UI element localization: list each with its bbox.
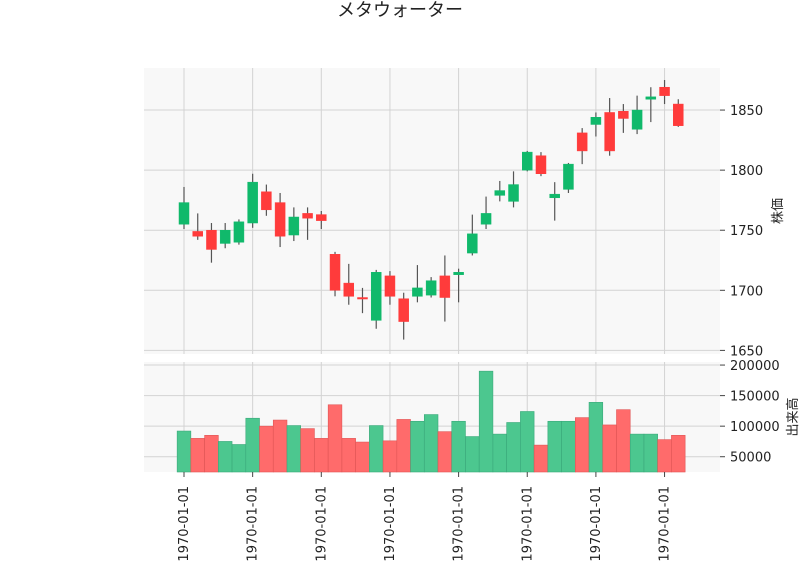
candle-body — [508, 184, 519, 202]
volume-bar — [314, 438, 329, 473]
volume-bar — [616, 409, 631, 473]
candle-body — [604, 112, 615, 152]
x-tick-label: 1970-01-01 — [658, 486, 673, 562]
candle-body — [247, 181, 258, 224]
candlesticks — [178, 80, 684, 340]
volume-tick-label: 100000 — [730, 420, 780, 435]
candle-body — [439, 275, 451, 298]
volume-bar — [520, 411, 535, 473]
candle-body — [494, 190, 506, 196]
volume-bar — [629, 433, 645, 473]
volume-bar — [382, 440, 398, 473]
price-axis-label: 株価 — [771, 198, 786, 224]
candle-body — [412, 287, 423, 297]
x-tick-label: 1970-01-01 — [452, 486, 467, 562]
candle-body — [357, 297, 368, 300]
chart-title: メタウォーター — [337, 0, 463, 21]
candle-body — [659, 86, 670, 96]
candle-body — [343, 282, 355, 297]
price-tick-label: 1850 — [730, 104, 763, 119]
volume-bar — [547, 420, 562, 473]
candle-body — [316, 214, 327, 221]
volume-bar — [643, 433, 658, 473]
candle-body — [618, 111, 629, 119]
volume-bar — [300, 428, 315, 473]
volume-bar — [272, 419, 288, 473]
volume-tick-label: 200000 — [730, 359, 780, 374]
candle-body — [206, 229, 217, 250]
candle-body — [398, 298, 409, 322]
candle-body — [261, 191, 272, 211]
volume-bar — [218, 441, 233, 473]
volume-bar — [492, 433, 507, 473]
volume-bar — [465, 436, 480, 473]
x-tick-label: 1970-01-01 — [520, 486, 535, 562]
volume-bar — [245, 417, 260, 473]
volume-bar — [190, 438, 205, 473]
candle-body — [425, 280, 437, 296]
x-tick-label: 1970-01-01 — [314, 486, 329, 562]
volume-bar — [533, 444, 549, 473]
candle-body — [631, 109, 643, 130]
volume-bar — [355, 441, 370, 473]
candle-body — [549, 193, 560, 199]
volume-bar — [451, 420, 466, 473]
candle-body — [453, 272, 464, 275]
volume-bar — [506, 422, 521, 473]
candle-body — [563, 163, 574, 190]
price-tick-label: 1700 — [730, 284, 763, 299]
volume-axis-label: 出来高 — [785, 397, 800, 436]
volume-bar — [671, 435, 686, 473]
volume-bar — [176, 430, 192, 473]
volume-bar — [286, 425, 301, 473]
volume-tick-label: 150000 — [730, 390, 780, 405]
x-tick-label: 1970-01-01 — [589, 486, 604, 562]
candle-body — [178, 202, 190, 225]
candle-body — [302, 213, 313, 219]
candle-body — [384, 275, 396, 297]
x-tick-label: 1970-01-01 — [177, 486, 192, 562]
volume-bar — [602, 424, 617, 473]
candle-body — [590, 117, 602, 125]
candle-body — [192, 231, 203, 237]
volume-tick-label: 50000 — [730, 451, 771, 466]
volume-bar — [575, 417, 590, 473]
volume-bar — [437, 431, 453, 473]
candle-body — [288, 216, 300, 236]
candle-body — [233, 221, 245, 243]
axes: 1970-01-01 1970-01-01 1970-01-01 1970-01-01… — [177, 104, 780, 562]
volume-bar — [259, 425, 274, 473]
volume-bar — [231, 444, 247, 473]
volume-bar — [423, 414, 439, 473]
x-tick-label: 1970-01-01 — [383, 486, 398, 562]
candle-body — [522, 151, 533, 171]
volume-bars — [176, 370, 686, 473]
candle-body — [480, 213, 492, 225]
volume-bar — [410, 420, 425, 473]
volume-bar — [327, 404, 343, 473]
volume-bar — [396, 419, 411, 473]
x-tick-label: 1970-01-01 — [246, 486, 261, 562]
candle-body — [219, 229, 231, 244]
volume-bar — [561, 420, 576, 473]
candle-body — [535, 155, 547, 174]
candle-body — [645, 96, 657, 100]
price-tick-label: 1800 — [730, 164, 763, 179]
price-tick-label: 1650 — [730, 344, 763, 359]
candle-body — [370, 272, 382, 321]
volume-bar — [657, 439, 672, 473]
volume-bar — [478, 370, 494, 473]
price-tick-label: 1750 — [730, 224, 763, 239]
candle-body — [274, 202, 286, 237]
candle-body — [329, 254, 341, 291]
volume-bar — [588, 402, 604, 473]
candle-body — [673, 103, 684, 126]
volume-bar — [204, 435, 219, 473]
candle-body — [576, 132, 588, 152]
volume-bar — [341, 438, 356, 473]
volume-bar — [369, 425, 384, 473]
candle-body — [467, 233, 478, 254]
